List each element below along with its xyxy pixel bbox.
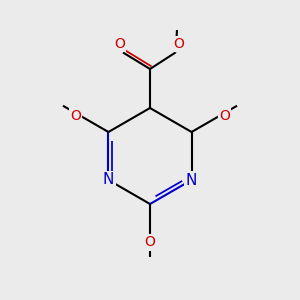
Text: O: O: [145, 236, 155, 250]
Text: O: O: [219, 109, 230, 122]
Text: O: O: [114, 37, 125, 51]
Text: N: N: [186, 172, 197, 188]
Text: O: O: [173, 37, 184, 51]
Text: O: O: [70, 109, 81, 122]
Text: N: N: [103, 172, 114, 188]
